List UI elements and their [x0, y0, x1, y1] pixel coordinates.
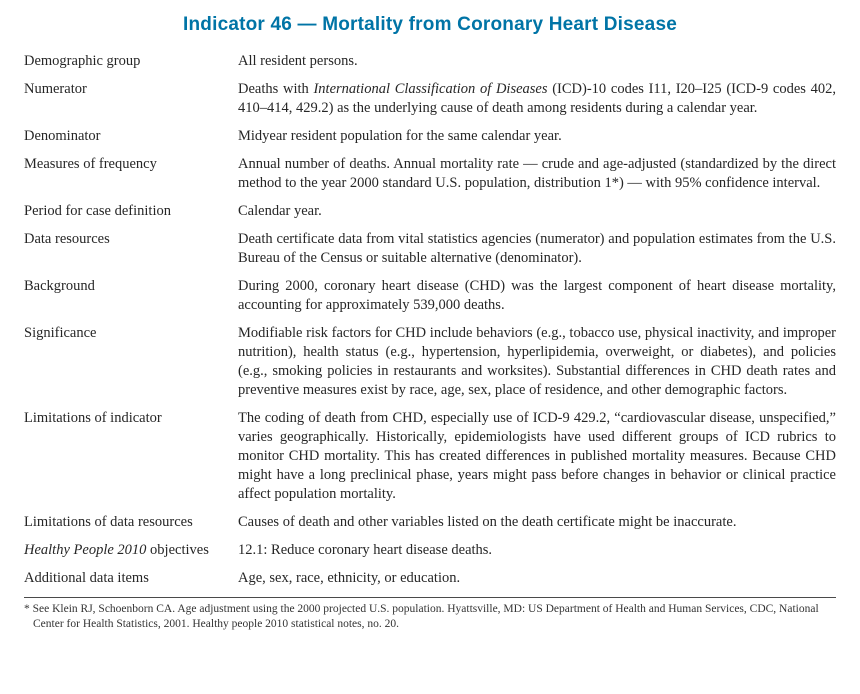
row-label: Numerator: [24, 80, 238, 99]
row-label: Healthy People 2010 objectives: [24, 541, 238, 560]
row-label: Background: [24, 277, 238, 296]
row-label: Denominator: [24, 127, 238, 146]
row-text: 12.1: Reduce coronary heart disease deat…: [238, 541, 836, 560]
row-text: Annual number of deaths. Annual mortalit…: [238, 155, 836, 193]
row-label: Measures of frequency: [24, 155, 238, 174]
text-segment: Numerator: [24, 81, 87, 97]
definition-table: Demographic group All resident persons. Nu…: [24, 52, 836, 588]
text-segment: Measures of frequency: [24, 156, 157, 172]
text-segment: 12.1: Reduce coronary heart disease deat…: [238, 542, 493, 558]
text-segment: Deaths with: [238, 81, 314, 97]
row-label: Additional data items: [24, 569, 238, 588]
row-label: Demographic group: [24, 52, 238, 71]
table-row: Background During 2000, coronary heart di…: [24, 277, 836, 315]
text-segment: Age, sex, race, ethnicity, or education.: [238, 570, 461, 586]
table-row: Measures of frequency Annual number of de…: [24, 155, 836, 193]
row-text: Death certificate data from vital statis…: [238, 230, 836, 268]
table-row: Period for case definition Calendar year.: [24, 202, 836, 221]
text-segment: Limitations of data resources: [24, 514, 193, 530]
table-row: Limitations of data resources Causes of d…: [24, 513, 836, 532]
table-row: Denominator Midyear resident population f…: [24, 127, 836, 146]
text-segment: Background: [24, 278, 95, 294]
text-segment: Limitations of indicator: [24, 410, 162, 426]
text-segment: Demographic group: [24, 53, 141, 69]
row-text: Causes of death and other variables list…: [238, 513, 836, 532]
text-segment: (ICD)-10 codes I11, I20–I25 (ICD-9 codes…: [238, 81, 837, 116]
text-segment: Significance: [24, 325, 97, 341]
row-text: All resident persons.: [238, 52, 836, 71]
footnote-rule: [24, 597, 836, 598]
page-title: Indicator 46 — Mortality from Coronary H…: [183, 14, 677, 35]
text-segment: Data resources: [24, 231, 110, 247]
text-segment: Additional data items: [24, 570, 149, 586]
table-row: Healthy People 2010 objectives 12.1: Redu…: [24, 541, 836, 560]
row-label: Significance: [24, 324, 238, 343]
text-segment: The coding of death from CHD, especially…: [238, 410, 836, 502]
text-segment: Period for case definition: [24, 203, 171, 219]
text-segment: Annual number of deaths. Annual mortalit…: [238, 156, 836, 191]
table-row: Limitations of indicator The coding of de…: [24, 409, 836, 504]
row-text: Modifiable risk factors for CHD include …: [238, 324, 836, 400]
row-label: Limitations of data resources: [24, 513, 238, 532]
row-text: Age, sex, race, ethnicity, or education.: [238, 569, 836, 588]
table-row: Demographic group All resident persons.: [24, 52, 836, 71]
row-label: Period for case definition: [24, 202, 238, 221]
text-segment: Death certificate data from vital statis…: [238, 231, 836, 266]
text-segment: International Classification of Diseases: [313, 81, 548, 97]
text-segment: Midyear resident population for the same…: [238, 128, 562, 144]
text-segment: Healthy People 2010: [24, 542, 147, 558]
row-text: During 2000, coronary heart disease (CHD…: [238, 277, 836, 315]
text-segment: objectives: [146, 542, 209, 558]
row-text: Calendar year.: [238, 202, 836, 221]
row-text: Midyear resident population for the same…: [238, 127, 836, 146]
table-row: Data resources Death certificate data fro…: [24, 230, 836, 268]
row-label: Limitations of indicator: [24, 409, 238, 428]
text-segment: Calendar year.: [238, 203, 322, 219]
text-segment: All resident persons.: [238, 53, 358, 69]
footnote: * See Klein RJ, Schoenborn CA. Age adjus…: [24, 603, 819, 630]
row-text: Deaths with International Classification…: [238, 80, 836, 118]
text-segment: Denominator: [24, 128, 101, 144]
row-text: The coding of death from CHD, especially…: [238, 409, 836, 504]
table-row: Numerator Deaths with International Class…: [24, 80, 836, 118]
text-segment: During 2000, coronary heart disease (CHD…: [238, 278, 836, 313]
table-row: Significance Modifiable risk factors for …: [24, 324, 836, 400]
row-label: Data resources: [24, 230, 238, 249]
text-segment: Modifiable risk factors for CHD include …: [238, 325, 836, 398]
table-row: Additional data items Age, sex, race, eth…: [24, 569, 836, 588]
text-segment: Causes of death and other variables list…: [238, 514, 737, 530]
